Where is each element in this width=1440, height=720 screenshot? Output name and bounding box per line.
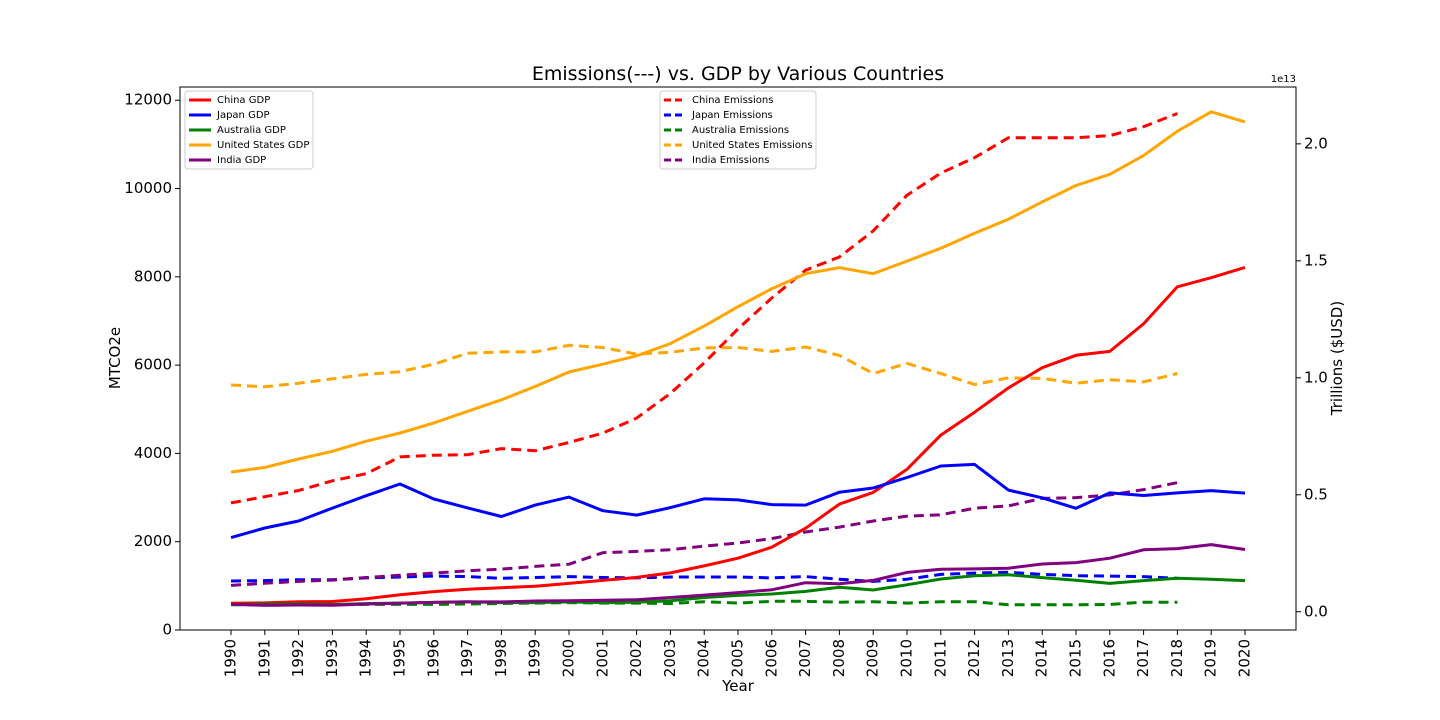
y-left-tick-label: 10000	[124, 179, 172, 197]
japan-gdp-line	[230, 462, 1246, 540]
x-tick-label: 2006	[762, 639, 780, 677]
legend-label-united-states-emissions: United States Emissions	[692, 140, 813, 151]
legend-label-india-gdp: India GDP	[217, 155, 266, 166]
x-tick-label: 2014	[1033, 639, 1051, 677]
x-tick-label: 2013	[999, 639, 1017, 677]
japan-emissions-line	[230, 570, 1178, 583]
x-tick-label: 2003	[661, 639, 679, 677]
legend-label-china-emissions: China Emissions	[692, 95, 773, 106]
x-tick-label: 2008	[830, 639, 848, 677]
y-axis-right: 0.0 0.5 1.0 1.5 2.0	[1296, 134, 1328, 620]
x-tick-label: 1997	[458, 639, 476, 677]
y-axis-right-label: Trillions ($USD)	[1328, 301, 1346, 416]
legend-label-japan-gdp: Japan GDP	[216, 110, 270, 121]
x-tick-label: 2015	[1067, 639, 1085, 677]
y-left-tick-label: 12000	[124, 91, 172, 109]
y-right-tick-label: 0.5	[1304, 485, 1328, 503]
x-tick-label: 2016	[1100, 639, 1118, 677]
united-states-emissions-line	[230, 343, 1178, 389]
x-tick-label: 1996	[424, 639, 442, 677]
legend-label-united-states-gdp: United States GDP	[217, 140, 309, 151]
x-tick-label: 2002	[627, 639, 645, 677]
plot-area	[230, 110, 1246, 607]
x-axis: 1990 1991 1992 1993 1994 1995 1996 1997 1998 1999…	[222, 630, 1254, 677]
y-right-tick-label: 1.5	[1304, 251, 1328, 269]
y-left-tick-label: 4000	[134, 444, 172, 462]
chart-title: Emissions(---) vs. GDP by Various Countr…	[532, 63, 944, 85]
china-gdp-line	[230, 265, 1246, 605]
legend-label-australia-emissions: Australia Emissions	[692, 125, 789, 136]
x-tick-label: 2009	[864, 639, 882, 677]
x-tick-label: 2019	[1202, 639, 1220, 677]
x-tick-label: 2017	[1134, 639, 1152, 677]
x-tick-label: 2001	[593, 639, 611, 677]
legend-gdp: China GDP Japan GDP Australia GDP United St…	[184, 90, 314, 170]
x-axis-label: Year	[721, 677, 755, 695]
legend-label-china-gdp: China GDP	[217, 95, 270, 106]
legend-label-india-emissions: India Emissions	[692, 155, 769, 166]
x-tick-label: 2018	[1168, 639, 1186, 677]
x-tick-label: 1994	[357, 639, 375, 677]
legend-label-australia-gdp: Australia GDP	[217, 125, 286, 136]
x-tick-label: 2000	[560, 639, 578, 677]
y-left-tick-label: 6000	[134, 356, 172, 374]
x-tick-label: 2007	[796, 639, 814, 677]
x-tick-label: 2020	[1236, 639, 1254, 677]
x-tick-label: 1990	[222, 639, 240, 677]
x-tick-label: 2005	[729, 639, 747, 677]
x-tick-label: 1991	[255, 639, 273, 677]
x-tick-label: 1998	[492, 639, 510, 677]
y-right-tick-label: 0.0	[1304, 602, 1328, 620]
y-axis-left-label: MTCO2e	[106, 327, 124, 389]
legend-emissions: China Emissions Japan Emissions Australia …	[659, 90, 817, 170]
x-tick-label: 1995	[391, 639, 409, 677]
legend-label-japan-emissions: Japan Emissions	[691, 110, 773, 121]
united-states-gdp-line	[230, 110, 1246, 474]
china-emissions-line	[230, 112, 1178, 505]
x-tick-label: 1992	[289, 639, 307, 677]
legend-emissions-box	[659, 90, 817, 170]
legend-gdp-box	[184, 90, 314, 170]
y-left-tick-label: 2000	[134, 532, 172, 550]
x-tick-label: 2004	[695, 639, 713, 677]
y-axis-left: 0 2000 4000 6000 8000 10000 12000	[124, 91, 180, 639]
x-tick-label: 1993	[323, 639, 341, 677]
y-left-tick-label: 8000	[134, 267, 172, 285]
x-tick-label: 2011	[931, 639, 949, 677]
x-tick-label: 2010	[898, 639, 916, 677]
x-tick-label: 2012	[965, 639, 983, 677]
y-left-tick-label: 0	[162, 621, 172, 639]
australia-emissions-line	[231, 599, 1178, 607]
x-tick-label: 1999	[526, 639, 544, 677]
y-right-tick-label: 1.0	[1304, 368, 1328, 386]
india-gdp-line	[230, 543, 1246, 607]
right-axis-offset-label: 1e13	[1271, 74, 1296, 85]
y-right-tick-label: 2.0	[1304, 134, 1328, 152]
